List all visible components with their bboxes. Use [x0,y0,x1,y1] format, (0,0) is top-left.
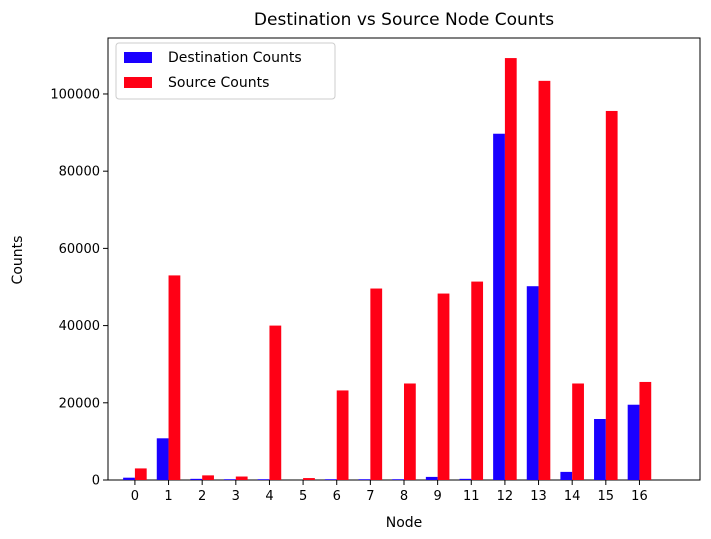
y-tick-label: 80000 [59,165,100,180]
bar [392,479,404,480]
bar [404,383,416,480]
bar [425,476,438,480]
x-tick-label: 8 [400,489,408,504]
x-tick-label: 4 [265,489,273,504]
bar [572,383,584,480]
bar [134,468,147,480]
x-tick-label: 1 [164,489,172,504]
x-tick-label: 11 [463,489,480,504]
bar [324,479,337,480]
bar [235,476,248,480]
x-tick-label: 9 [433,489,441,504]
bar [493,133,505,480]
chart-title: Destination vs Source Node Counts [254,10,554,30]
bar [370,288,383,480]
bar [560,471,573,480]
bar [269,325,282,480]
x-tick-label: 7 [366,489,374,504]
bar [303,478,315,480]
bars [123,58,652,480]
bar [123,477,135,480]
bar [504,58,517,480]
bar [471,281,484,480]
series-source [134,58,652,480]
legend-label: Source Counts [168,75,269,91]
bar [639,381,652,480]
bar [627,404,640,480]
x-tick-label: 15 [598,489,615,504]
bar [437,293,450,480]
bar [358,479,371,480]
x-tick-label: 14 [564,489,581,504]
bar [336,390,349,480]
bar [224,479,236,480]
x-tick-label: 3 [232,489,240,504]
bar [156,438,169,480]
bar [594,419,606,480]
x-tick-label: 16 [631,489,648,504]
bar [202,475,214,480]
x-tick-label: 5 [299,489,307,504]
y-tick-label: 0 [92,474,100,489]
y-axis-label: Counts [10,236,26,285]
x-tick-label: 13 [530,489,547,504]
bar [190,478,203,480]
y-tick-label: 60000 [59,242,100,257]
y-tick-label: 100000 [50,87,100,102]
legend-box [115,42,336,100]
bar [526,286,539,480]
x-tick-label: 12 [497,489,514,504]
bar [605,110,618,480]
legend: Destination Counts Source Counts [115,42,336,100]
x-axis-label: Node [386,515,423,531]
y-axis: 0 20000 40000 60000 80000 100000 [50,87,108,489]
series-destination [123,133,640,480]
x-tick-label: 6 [333,489,341,504]
x-tick-label: 0 [131,489,139,504]
y-tick-label: 20000 [59,396,100,411]
bar [168,275,181,480]
bar [257,479,270,480]
legend-label: Destination Counts [168,50,302,66]
bar [538,80,551,480]
legend-swatch [124,52,152,63]
legend-swatch [124,77,152,88]
y-tick-label: 40000 [59,319,100,334]
bar [459,478,472,480]
x-tick-label: 2 [198,489,206,504]
x-axis: 0 1 2 3 4 5 6 7 8 9 11 12 13 14 15 16 [131,480,648,504]
